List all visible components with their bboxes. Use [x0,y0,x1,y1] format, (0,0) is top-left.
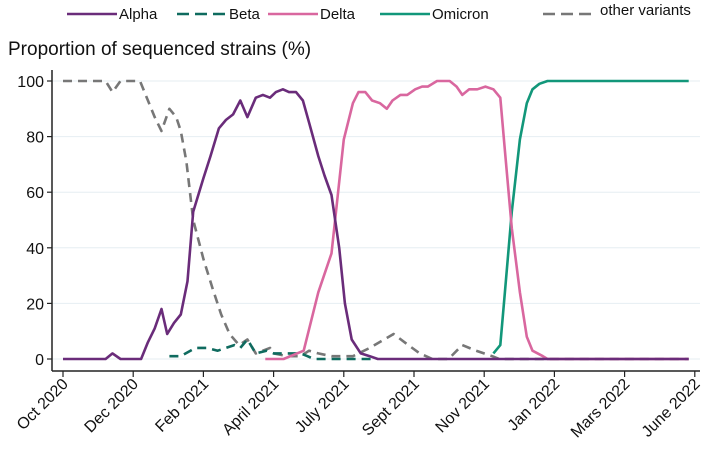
x-tick-label: Jan 2022 [505,376,564,435]
legend-label: Beta [229,6,261,23]
x-tick-label: Nov 2021 [433,376,494,437]
series-line-delta [265,79,689,361]
y-tick-label: 20 [26,296,44,313]
legend: Alpha Beta Delta Omicron other variants [67,2,691,23]
x-tick-label: Feb 2021 [152,376,212,436]
x-tick-label: Sept 2021 [359,376,423,440]
y-tick-label: 80 [26,130,44,147]
y-tick-label: 40 [26,241,44,258]
legend-item-omicron: Omicron [380,6,489,23]
legend-label: Alpha [119,6,158,23]
series-line-other-variants [63,79,689,361]
y-tick-label: 0 [35,352,44,369]
legend-item-beta: Beta [177,6,261,23]
series-line-omicron [492,79,689,355]
series-line-beta [169,338,373,361]
x-tick-label: June 2022 [639,376,704,441]
axes: 0 20 40 60 80 100 Oct 2020 Dec 2020 Feb 2021 Apri… [14,70,704,441]
series-line-alpha [63,88,689,361]
x-tick-label: Mars 2022 [568,376,634,442]
legend-item-other-variants: other variants [543,2,691,19]
x-tick-label: Oct 2020 [14,376,72,434]
legend-label: Omicron [432,6,489,23]
x-tick-label: Dec 2020 [82,376,143,437]
legend-item-alpha: Alpha [67,6,158,23]
series-lines [63,79,689,361]
legend-label: other variants [600,2,691,19]
gridlines [52,80,700,360]
y-tick-label: 60 [26,185,44,202]
y-tick-label: 100 [17,74,44,91]
y-axis-title: Proportion of sequenced strains (%) [8,39,311,60]
x-tick-label: April 2021 [219,376,282,439]
x-tick-label: July 2021 [292,376,353,437]
legend-label: Delta [320,6,356,23]
legend-item-delta: Delta [268,6,356,23]
